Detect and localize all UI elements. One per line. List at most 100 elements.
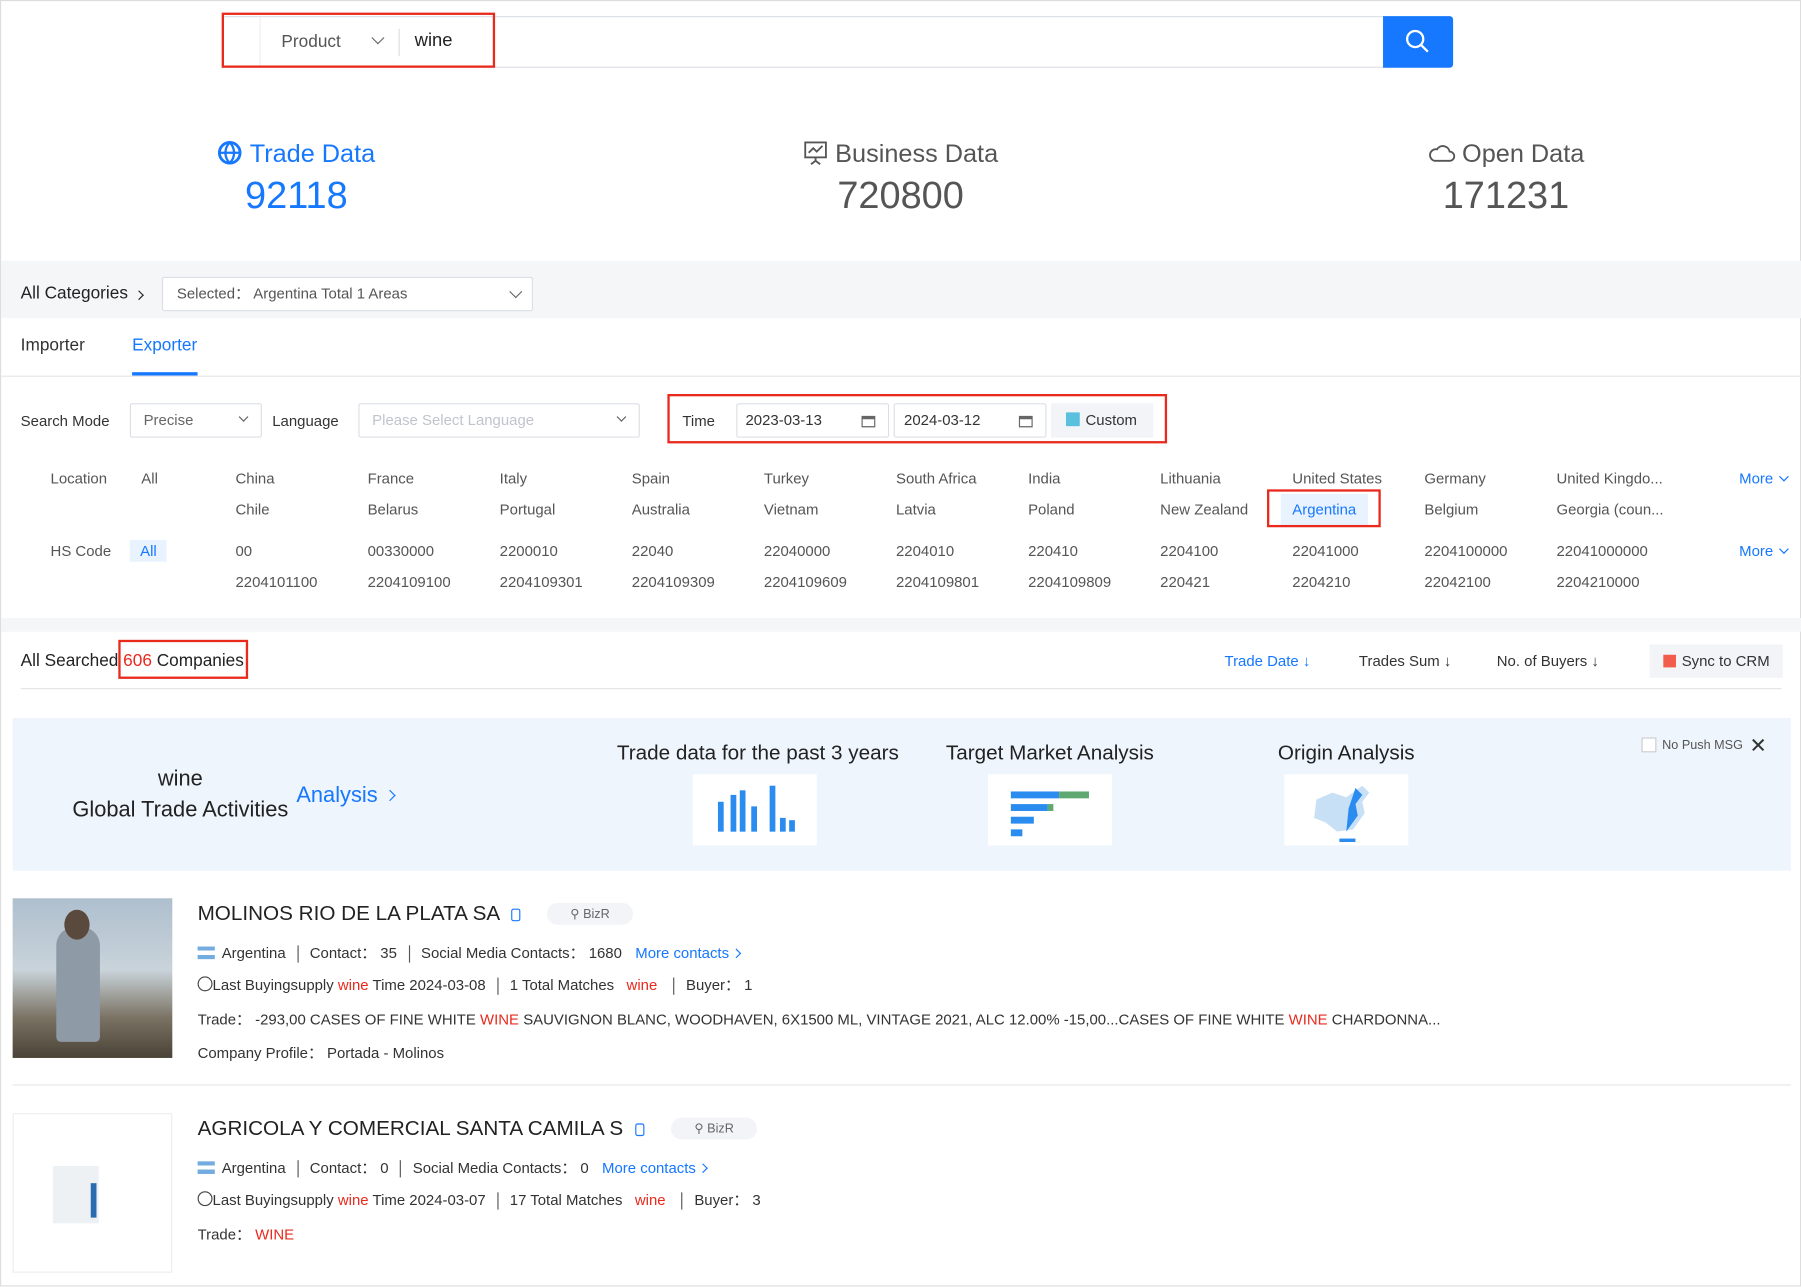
location-option[interactable]: Portugal: [499, 500, 556, 519]
company-name[interactable]: AGRICOLA Y COMERCIAL SANTA CAMILA S ⚲ Bi…: [198, 1117, 757, 1141]
location-option[interactable]: South Africa: [895, 469, 977, 488]
location-all[interactable]: All: [141, 469, 158, 488]
location-option[interactable]: India: [1028, 469, 1061, 488]
location-option[interactable]: Vietnam: [763, 500, 819, 519]
start-date-input[interactable]: 2023-03-13: [736, 403, 890, 438]
checkbox[interactable]: [1641, 737, 1657, 753]
area-select-value: Selected： Argentina Total 1 Areas: [176, 284, 408, 303]
company-placeholder-image: [12, 1113, 173, 1273]
hs-code-option[interactable]: 2204210000: [1556, 573, 1640, 591]
location-option-selected[interactable]: Argentina: [1280, 493, 1368, 525]
hs-code-option[interactable]: 22040000: [763, 542, 831, 560]
hs-code-more-button[interactable]: More: [1739, 542, 1790, 559]
hs-code-option[interactable]: 2204010: [895, 542, 955, 560]
bizr-badge[interactable]: ⚲ BizR: [547, 902, 633, 925]
active-tab-indicator: [132, 372, 198, 376]
clock-icon: [197, 976, 213, 992]
hs-code-option[interactable]: 00: [235, 542, 253, 560]
custom-icon: [1065, 412, 1080, 427]
company-photo: [12, 898, 173, 1058]
hs-code-option[interactable]: 22042100: [1424, 573, 1491, 591]
hs-code-option[interactable]: 2200010: [499, 542, 558, 560]
location-option[interactable]: Lithuania: [1160, 469, 1221, 488]
banner-subtitle: Global Trade Activities: [72, 798, 289, 823]
location-option[interactable]: Germany: [1424, 469, 1486, 488]
search-button[interactable]: [1383, 16, 1454, 68]
company-trade: Trade： -293,00 CASES OF FINE WHITE WINE …: [197, 1010, 1441, 1029]
sort-trades-sum[interactable]: Trades Sum ↓: [1358, 652, 1452, 670]
location-option[interactable]: Turkey: [763, 469, 809, 488]
card-target-market[interactable]: Target Market Analysis: [935, 741, 1165, 851]
sort-no-of-buyers[interactable]: No. of Buyers ↓: [1496, 652, 1599, 670]
chevron-right-icon: [133, 290, 144, 301]
copy-icon[interactable]: [511, 908, 521, 922]
location-option[interactable]: Georgia (coun...: [1556, 500, 1664, 519]
location-option[interactable]: Belarus: [367, 500, 419, 519]
hs-code-option[interactable]: 2204100: [1160, 542, 1219, 560]
company-name[interactable]: MOLINOS RIO DE LA PLATA SA ⚲ BizR: [198, 902, 633, 926]
search-type-select[interactable]: Product: [259, 17, 399, 67]
tab-exporter[interactable]: Exporter: [132, 335, 198, 355]
location-option[interactable]: Chile: [235, 500, 270, 519]
language-select[interactable]: Please Select Language: [358, 403, 640, 438]
close-banner-button[interactable]: ✕: [1749, 734, 1766, 758]
hs-code-option[interactable]: 2204109309: [631, 573, 715, 591]
hs-code-option[interactable]: 22041000: [1292, 542, 1359, 560]
hs-code-option[interactable]: 2204210: [1292, 573, 1351, 591]
end-date-input[interactable]: 2024-03-12: [893, 403, 1047, 438]
calendar-icon: [861, 415, 876, 428]
hs-code-option[interactable]: 220421: [1160, 573, 1211, 591]
hs-code-option[interactable]: 2204109809: [1028, 573, 1112, 591]
location-option[interactable]: Italy: [499, 469, 528, 488]
stat-business-data[interactable]: Business Data 720800: [786, 139, 1016, 217]
company-profile: Company Profile： Portada - Molinos: [197, 1044, 445, 1062]
stat-open-data[interactable]: Open Data 171231: [1391, 139, 1621, 217]
hs-code-option[interactable]: 220410: [1028, 542, 1078, 560]
location-option[interactable]: France: [367, 469, 415, 488]
card-trade-data[interactable]: Trade data for the past 3 years: [616, 740, 899, 851]
area-select[interactable]: Selected： Argentina Total 1 Areas: [161, 276, 533, 312]
hs-code-option[interactable]: 2204109100: [367, 573, 451, 591]
bizr-badge[interactable]: ⚲ BizR: [671, 1117, 757, 1140]
hs-code-option[interactable]: 2204109301: [499, 573, 583, 591]
sync-to-crm-button[interactable]: Sync to CRM: [1649, 644, 1783, 678]
divider: [20, 688, 1782, 690]
location-option[interactable]: China: [235, 469, 275, 488]
chevron-down-icon: [616, 412, 627, 422]
card-origin-analysis[interactable]: Origin Analysis: [1231, 741, 1461, 851]
sort-trade-date[interactable]: Trade Date ↓: [1224, 652, 1311, 670]
hs-code-option[interactable]: 2204109609: [763, 573, 847, 591]
hs-code-option[interactable]: 22040: [631, 542, 674, 560]
location-option[interactable]: United Kingdo...: [1556, 469, 1663, 488]
location-option[interactable]: Australia: [631, 500, 690, 519]
no-push-checkbox[interactable]: No Push MSG: [1641, 737, 1743, 753]
hs-code-option[interactable]: 00330000: [367, 542, 435, 560]
stat-trade-data[interactable]: Trade Data 92118: [181, 139, 411, 217]
search-input[interactable]: wine: [414, 31, 453, 51]
hs-code-option[interactable]: 2204109801: [895, 573, 980, 591]
stat-label: Open Data: [1462, 138, 1585, 168]
hs-code-option[interactable]: 2204101100: [235, 573, 318, 591]
count-highlight-box: [118, 639, 249, 679]
analysis-link[interactable]: Analysis: [296, 783, 396, 808]
custom-button[interactable]: Custom: [1051, 403, 1154, 438]
location-option[interactable]: Spain: [631, 469, 670, 488]
location-option[interactable]: New Zealand: [1160, 500, 1249, 519]
search-mode-select[interactable]: Precise: [129, 403, 262, 438]
more-contacts-link[interactable]: More contacts: [602, 1159, 709, 1176]
more-contacts-link[interactable]: More contacts: [635, 944, 742, 961]
location-option[interactable]: United States: [1292, 469, 1382, 488]
analysis-banner: [12, 717, 1791, 871]
hs-code-all[interactable]: All: [129, 539, 168, 562]
location-option[interactable]: Latvia: [895, 500, 936, 519]
all-categories-link[interactable]: All Categories: [21, 284, 144, 303]
copy-icon[interactable]: [635, 1123, 645, 1137]
hs-code-option[interactable]: 2204100000: [1424, 542, 1508, 560]
card-title: Trade data for the past 3 years: [616, 740, 899, 764]
hs-code-option[interactable]: 22041000000: [1556, 542, 1648, 560]
chevron-down-icon: [1779, 544, 1790, 554]
location-option[interactable]: Poland: [1028, 500, 1075, 519]
location-more-button[interactable]: More: [1739, 470, 1790, 487]
tab-importer[interactable]: Importer: [20, 335, 85, 355]
location-option[interactable]: Belgium: [1424, 500, 1479, 519]
